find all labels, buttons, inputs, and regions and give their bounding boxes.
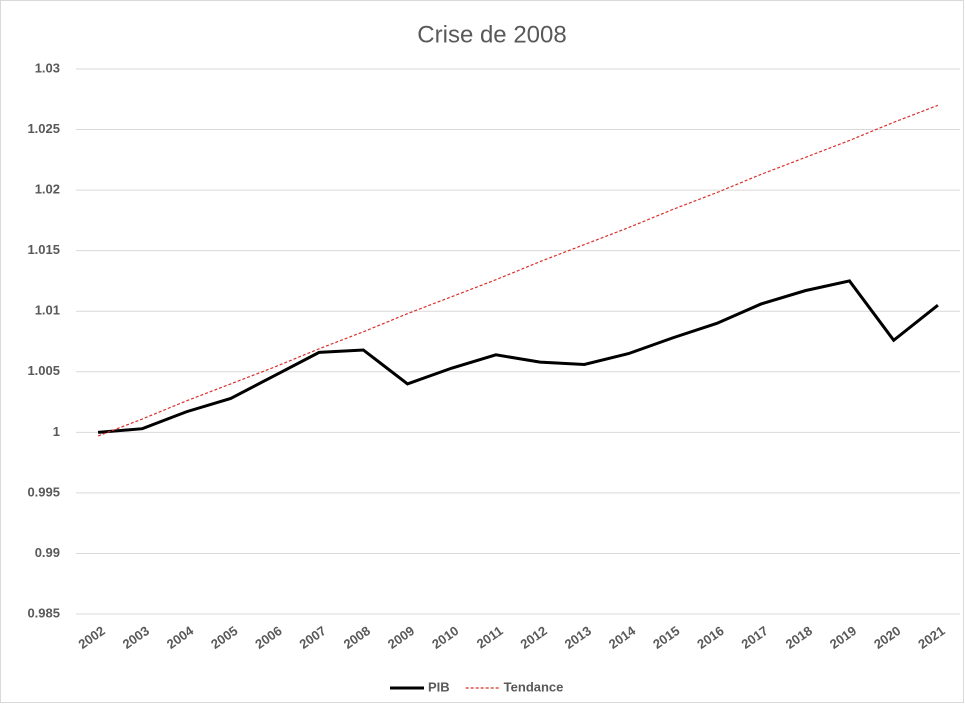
legend-label: Tendance xyxy=(504,679,564,694)
y-tick-label: 1.01 xyxy=(35,303,60,318)
y-tick-label: 0.985 xyxy=(27,605,60,620)
line-series xyxy=(97,279,939,434)
legend-label: PIB xyxy=(428,679,450,694)
y-tick-label: 1.015 xyxy=(27,242,60,257)
y-tick-label: 1 xyxy=(53,424,60,439)
y-tick-label: 0.995 xyxy=(27,484,60,499)
line-series xyxy=(97,104,939,437)
chart-title: Crise de 2008 xyxy=(417,21,566,48)
y-tick-label: 0.99 xyxy=(35,545,60,560)
y-tick-label: 1.02 xyxy=(35,182,60,197)
y-tick-label: 1.03 xyxy=(35,60,60,75)
y-tick-label: 1.025 xyxy=(27,121,60,136)
y-tick-label: 1.005 xyxy=(27,363,60,378)
